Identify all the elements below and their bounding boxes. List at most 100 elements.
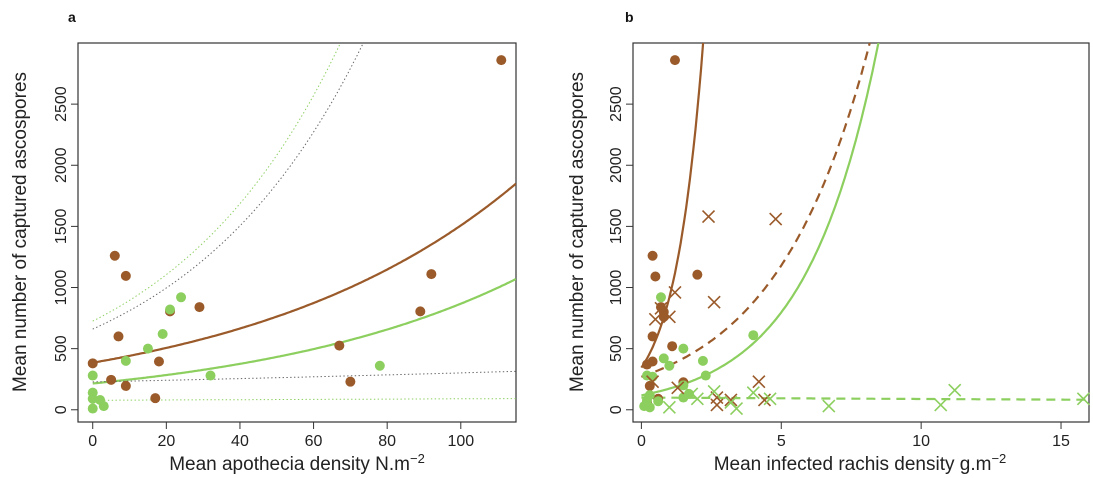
data-point-cross — [710, 398, 724, 412]
y-tick-label: 500 — [608, 335, 625, 362]
data-point-cross — [763, 392, 777, 406]
panel-b-x-axis: 0 5 10 15 — [637, 422, 1070, 450]
data-point-circle — [165, 304, 176, 315]
data-point-cross — [646, 375, 660, 389]
data-point-circle — [194, 302, 205, 313]
panel-b-plot-frame — [632, 42, 1090, 423]
data-point-cross — [662, 400, 676, 414]
data-point-circle — [426, 269, 437, 280]
data-point-circle — [334, 340, 345, 351]
panel-b-y-axis-label: Mean number of captured ascospores — [567, 72, 588, 392]
data-point-circle — [650, 271, 661, 282]
data-point-cross — [1076, 392, 1090, 406]
data-point-circle — [109, 250, 120, 261]
data-point-cross — [757, 393, 772, 407]
data-point-circle — [748, 330, 759, 341]
data-point-circle — [692, 269, 703, 280]
y-tick-label: 1000 — [608, 270, 625, 306]
x-tick-label: 5 — [777, 433, 786, 450]
panel-a-x-axis: 0 20 40 60 80 100 — [88, 422, 474, 450]
x-tick-label: 80 — [378, 433, 396, 450]
fit-curve-dashed — [641, 43, 871, 378]
data-point-cross — [948, 383, 962, 397]
data-point-circle — [98, 401, 109, 412]
data-point-circle — [157, 328, 168, 339]
data-point-circle — [667, 341, 678, 352]
data-point-circle — [655, 292, 666, 303]
data-point-circle — [106, 374, 117, 385]
data-point-circle — [658, 353, 669, 364]
data-point-cross — [752, 375, 766, 389]
data-point-circle — [374, 360, 385, 371]
panel-a-data-points — [87, 55, 507, 414]
data-point-circle — [647, 250, 658, 261]
y-tick-label: 0 — [53, 405, 70, 414]
data-point-circle — [150, 393, 161, 404]
panel-b-fit-curves — [640, 43, 1089, 401]
data-point-cross — [707, 384, 721, 399]
data-point-circle — [644, 390, 655, 401]
data-point-circle — [87, 403, 98, 414]
data-point-circle — [176, 292, 187, 303]
data-point-cross — [671, 381, 685, 395]
panel-a-y-axis-label: Mean number of captured ascospores — [10, 72, 31, 392]
y-tick-label: 2500 — [53, 86, 70, 122]
y-tick-label: 500 — [53, 335, 70, 362]
data-point-circle — [644, 402, 655, 413]
data-point-circle — [120, 355, 131, 366]
panel-a-fit-curves — [92, 43, 516, 401]
data-point-circle — [647, 371, 658, 382]
data-point-circle — [678, 343, 689, 354]
fit-curve-solid — [640, 43, 705, 369]
y-tick-label: 2000 — [53, 147, 70, 183]
y-tick-label: 1000 — [53, 270, 70, 306]
y-tick-label: 2000 — [608, 147, 625, 183]
data-point-cross — [769, 212, 783, 226]
data-point-circle — [683, 388, 694, 399]
data-point-circle — [205, 370, 216, 381]
data-point-circle — [415, 306, 426, 317]
data-point-circle — [697, 355, 708, 366]
fit-curve-dotted — [92, 43, 364, 330]
data-point-circle — [113, 331, 124, 342]
data-point-circle — [87, 393, 98, 404]
y-tick-label: 0 — [608, 405, 625, 414]
y-tick-label: 1500 — [53, 208, 70, 244]
x-tick-label: 100 — [447, 433, 474, 450]
data-point-circle — [669, 55, 680, 66]
data-point-circle — [87, 358, 98, 369]
panel-a-y-axis: 0 500 1000 1500 2000 2500 — [53, 86, 78, 414]
data-point-cross — [724, 393, 738, 407]
x-tick-label: 15 — [1052, 433, 1070, 450]
data-point-cross — [822, 399, 836, 413]
data-point-cross — [746, 386, 760, 400]
data-point-circle — [700, 370, 711, 381]
x-tick-label: 10 — [912, 433, 930, 450]
data-point-circle — [664, 360, 675, 371]
data-point-circle — [153, 356, 164, 367]
x-tick-label: 0 — [88, 433, 97, 450]
y-tick-label: 2500 — [608, 86, 625, 122]
fit-curve-solid — [92, 182, 516, 364]
panel-a-x-axis-label: Mean apothecia density N.m−2 — [169, 451, 425, 475]
panel-b-x-axis-label: Mean infected rachis density g.m−2 — [714, 451, 1007, 475]
data-point-cross — [934, 398, 948, 412]
panel-b-data-points — [639, 55, 1090, 416]
fit-curve-solid — [92, 278, 516, 385]
y-tick-label: 1500 — [608, 208, 625, 244]
data-point-circle — [496, 55, 507, 66]
data-point-cross — [690, 392, 704, 406]
data-point-circle — [142, 343, 153, 354]
data-point-circle — [345, 376, 356, 387]
data-point-cross — [729, 401, 744, 416]
data-point-circle — [647, 356, 658, 367]
x-tick-label: 20 — [157, 433, 175, 450]
data-point-circle — [644, 380, 655, 391]
panel-a-chart: a 0 20 40 60 80 100 0 500 1000 1500 2000 2500 Mean… — [10, 9, 517, 475]
panel-a-letter: a — [68, 9, 76, 25]
data-point-circle — [120, 380, 131, 391]
data-point-cross — [648, 312, 662, 326]
data-point-circle — [87, 370, 98, 381]
data-point-cross — [701, 210, 716, 224]
